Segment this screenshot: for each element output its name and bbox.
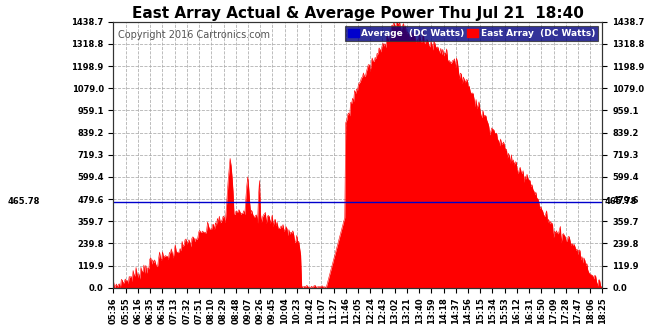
- Legend: Average  (DC Watts), East Array  (DC Watts): Average (DC Watts), East Array (DC Watts…: [345, 26, 598, 41]
- Title: East Array Actual & Average Power Thu Jul 21  18:40: East Array Actual & Average Power Thu Ju…: [132, 6, 584, 20]
- Text: Copyright 2016 Cartronics.com: Copyright 2016 Cartronics.com: [118, 30, 270, 40]
- Text: 465.78: 465.78: [8, 197, 40, 206]
- Text: 465.78: 465.78: [605, 197, 637, 206]
